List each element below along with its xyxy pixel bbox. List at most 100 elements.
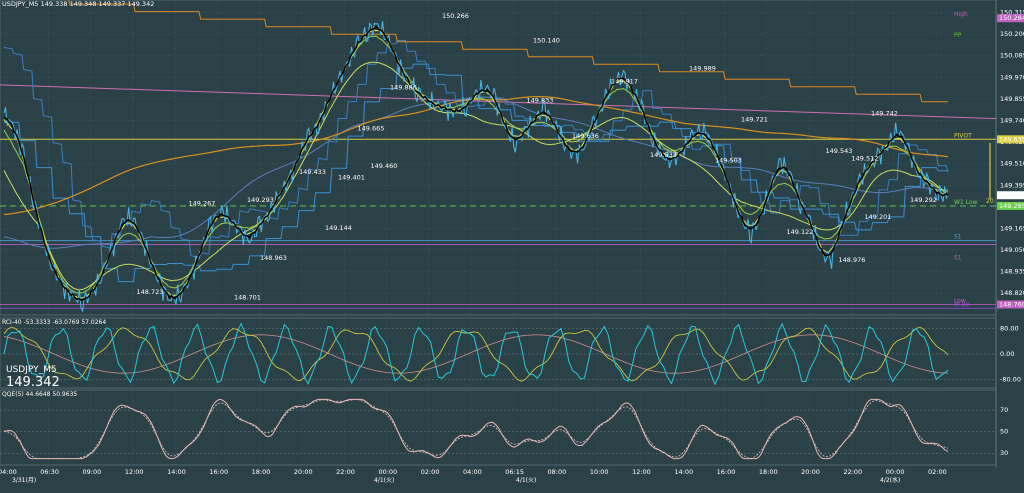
x-tick-label: 00:00: [378, 468, 397, 476]
price-annotation: 149.122: [787, 228, 814, 236]
price-annotation: 149.917: [611, 78, 638, 86]
y-tick-label: 148.820: [1000, 289, 1024, 297]
ma-black-line: [3, 25, 949, 301]
y-tick-label: 149.395: [1000, 181, 1024, 189]
price-annotation: 149.460: [371, 162, 398, 170]
current-price: 149.342: [6, 375, 60, 390]
x-tick-label: 22:00: [336, 468, 355, 476]
x-tick-label: 04:00: [0, 468, 17, 476]
x-tick-label: 06:15: [505, 468, 524, 476]
price-annotation: 149.833: [527, 96, 554, 104]
price-annotation: 149.433: [299, 168, 326, 176]
price-annotation: 149.533: [650, 151, 677, 159]
qqe-header: QQE(5) 44.6648 50.9635: [2, 391, 77, 398]
price-annotation: 149.293: [247, 196, 274, 204]
price-box-label: 148.760: [999, 300, 1024, 308]
ma-orange-line: [3, 96, 949, 216]
symbol-name: USDJPY_M5: [6, 365, 57, 375]
level-label: S1: [954, 234, 962, 241]
rci-tick-label: 80.00: [1000, 324, 1019, 332]
price-annotation: 149.401: [338, 173, 365, 181]
price-annotation: 149.636: [572, 132, 599, 140]
qqe-values: 44.6648 50.9635: [25, 391, 78, 398]
y-tick-label: 149.740: [1000, 117, 1024, 125]
kijun-line: [3, 40, 949, 258]
price-annotation: 149.742: [871, 110, 898, 118]
y-tick-label: 149.165: [1000, 224, 1024, 232]
ohlc-values: 149.338 149.348 149.337 149.342: [40, 0, 155, 8]
x-tick-label: 22:00: [843, 468, 862, 476]
y-tick-label: 149.855: [1000, 95, 1024, 103]
price-annotation: 148.723: [137, 288, 164, 296]
side-value: 20: [986, 198, 994, 205]
date-label: 4/1(火): [374, 477, 394, 484]
y-tick-label: 149.970: [1000, 73, 1024, 81]
x-tick-label: 08:00: [548, 468, 567, 476]
date-label: 4/2(水): [880, 476, 900, 484]
qqe-tick-label: 50: [1000, 428, 1008, 436]
level-label: W1 Low: [954, 199, 978, 206]
ma-orange-step: [68, 0, 948, 103]
price-annotation: 149.503: [715, 157, 742, 165]
symbol-header: USDJPY_M5 149.338 149.348 149.337 149.34…: [2, 0, 154, 8]
y-tick-label: 150.085: [1000, 52, 1024, 60]
price-box-label: 150.284: [999, 14, 1024, 22]
x-tick-label: 18:00: [759, 468, 778, 476]
x-tick-label: 20:00: [294, 468, 313, 476]
level-label: PP: [954, 32, 962, 39]
price-annotation: 150.266: [442, 12, 469, 20]
price-annotation: 149.721: [741, 115, 768, 123]
x-tick-label: 02:00: [421, 468, 440, 476]
rci-header: RCI-40 -53.3333 -63.0769 57.0264: [2, 319, 106, 326]
qqe-tick-label: 70: [1000, 406, 1008, 414]
qqe-tick-label: 30: [1000, 449, 1008, 457]
y-tick-label: 148.935: [1000, 268, 1024, 276]
x-tick-label: 00:00: [886, 468, 905, 476]
price-annotation: 150.140: [533, 36, 560, 44]
rci-tick-label: 0.00: [1000, 350, 1014, 358]
rci-title: RCI-40: [2, 319, 22, 326]
level-label: Low: [954, 297, 966, 304]
rci-tick-label: -80.00: [1000, 376, 1021, 384]
x-tick-label: 02:00: [928, 468, 947, 476]
x-tick-label: 14:00: [167, 468, 186, 476]
qqe-title: QQE(5): [2, 391, 24, 398]
x-tick-label: 18:00: [252, 468, 271, 476]
big-label: USDJPY_M5 149.342: [6, 365, 60, 390]
level-label: S1: [954, 254, 962, 261]
rci-mid-line: [3, 326, 949, 382]
y-tick-label: 149.050: [1000, 246, 1024, 254]
price-box: [997, 201, 1024, 210]
price-annotation: 149.665: [358, 125, 385, 133]
x-tick-label: 14:00: [674, 468, 693, 476]
symbol-title: USDJPY_M5: [2, 0, 39, 8]
price-annotation: 149.292: [910, 196, 937, 204]
rci-values: -53.3333 -63.0769 57.0264: [23, 319, 107, 326]
price-box-label: 149.639: [999, 135, 1024, 143]
y-tick-label: 150.315: [1000, 9, 1024, 17]
x-tick-label: 20:00: [801, 468, 820, 476]
x-tick-label: 10:00: [590, 468, 609, 476]
y-tick-label: 149.510: [1000, 160, 1024, 168]
x-tick-label: 09:00: [83, 468, 102, 476]
level-label: High: [954, 11, 968, 18]
x-tick-label: 06:30: [40, 468, 59, 476]
level-label: PIVOT: [954, 132, 972, 139]
ma-line: [0, 84, 997, 120]
price-annotation: 149.512: [852, 155, 879, 163]
qqe-fast-line: [3, 398, 949, 460]
price-annotation: 149.886: [390, 83, 417, 91]
price-annotation: 149.267: [189, 200, 216, 208]
price-box-label: 149.285: [999, 202, 1024, 210]
price-box: [997, 135, 1024, 144]
ma-lime-line: [3, 61, 949, 291]
price-annotation: 148.701: [234, 294, 261, 302]
price-annotation: 149.144: [325, 224, 352, 232]
x-tick-label: 04:00: [463, 468, 482, 476]
price-annotation: 149.543: [826, 147, 853, 155]
rci-short-line: [3, 322, 949, 386]
x-tick-label: 12:00: [632, 468, 651, 476]
current-price-label: 149.342: [999, 191, 1024, 199]
